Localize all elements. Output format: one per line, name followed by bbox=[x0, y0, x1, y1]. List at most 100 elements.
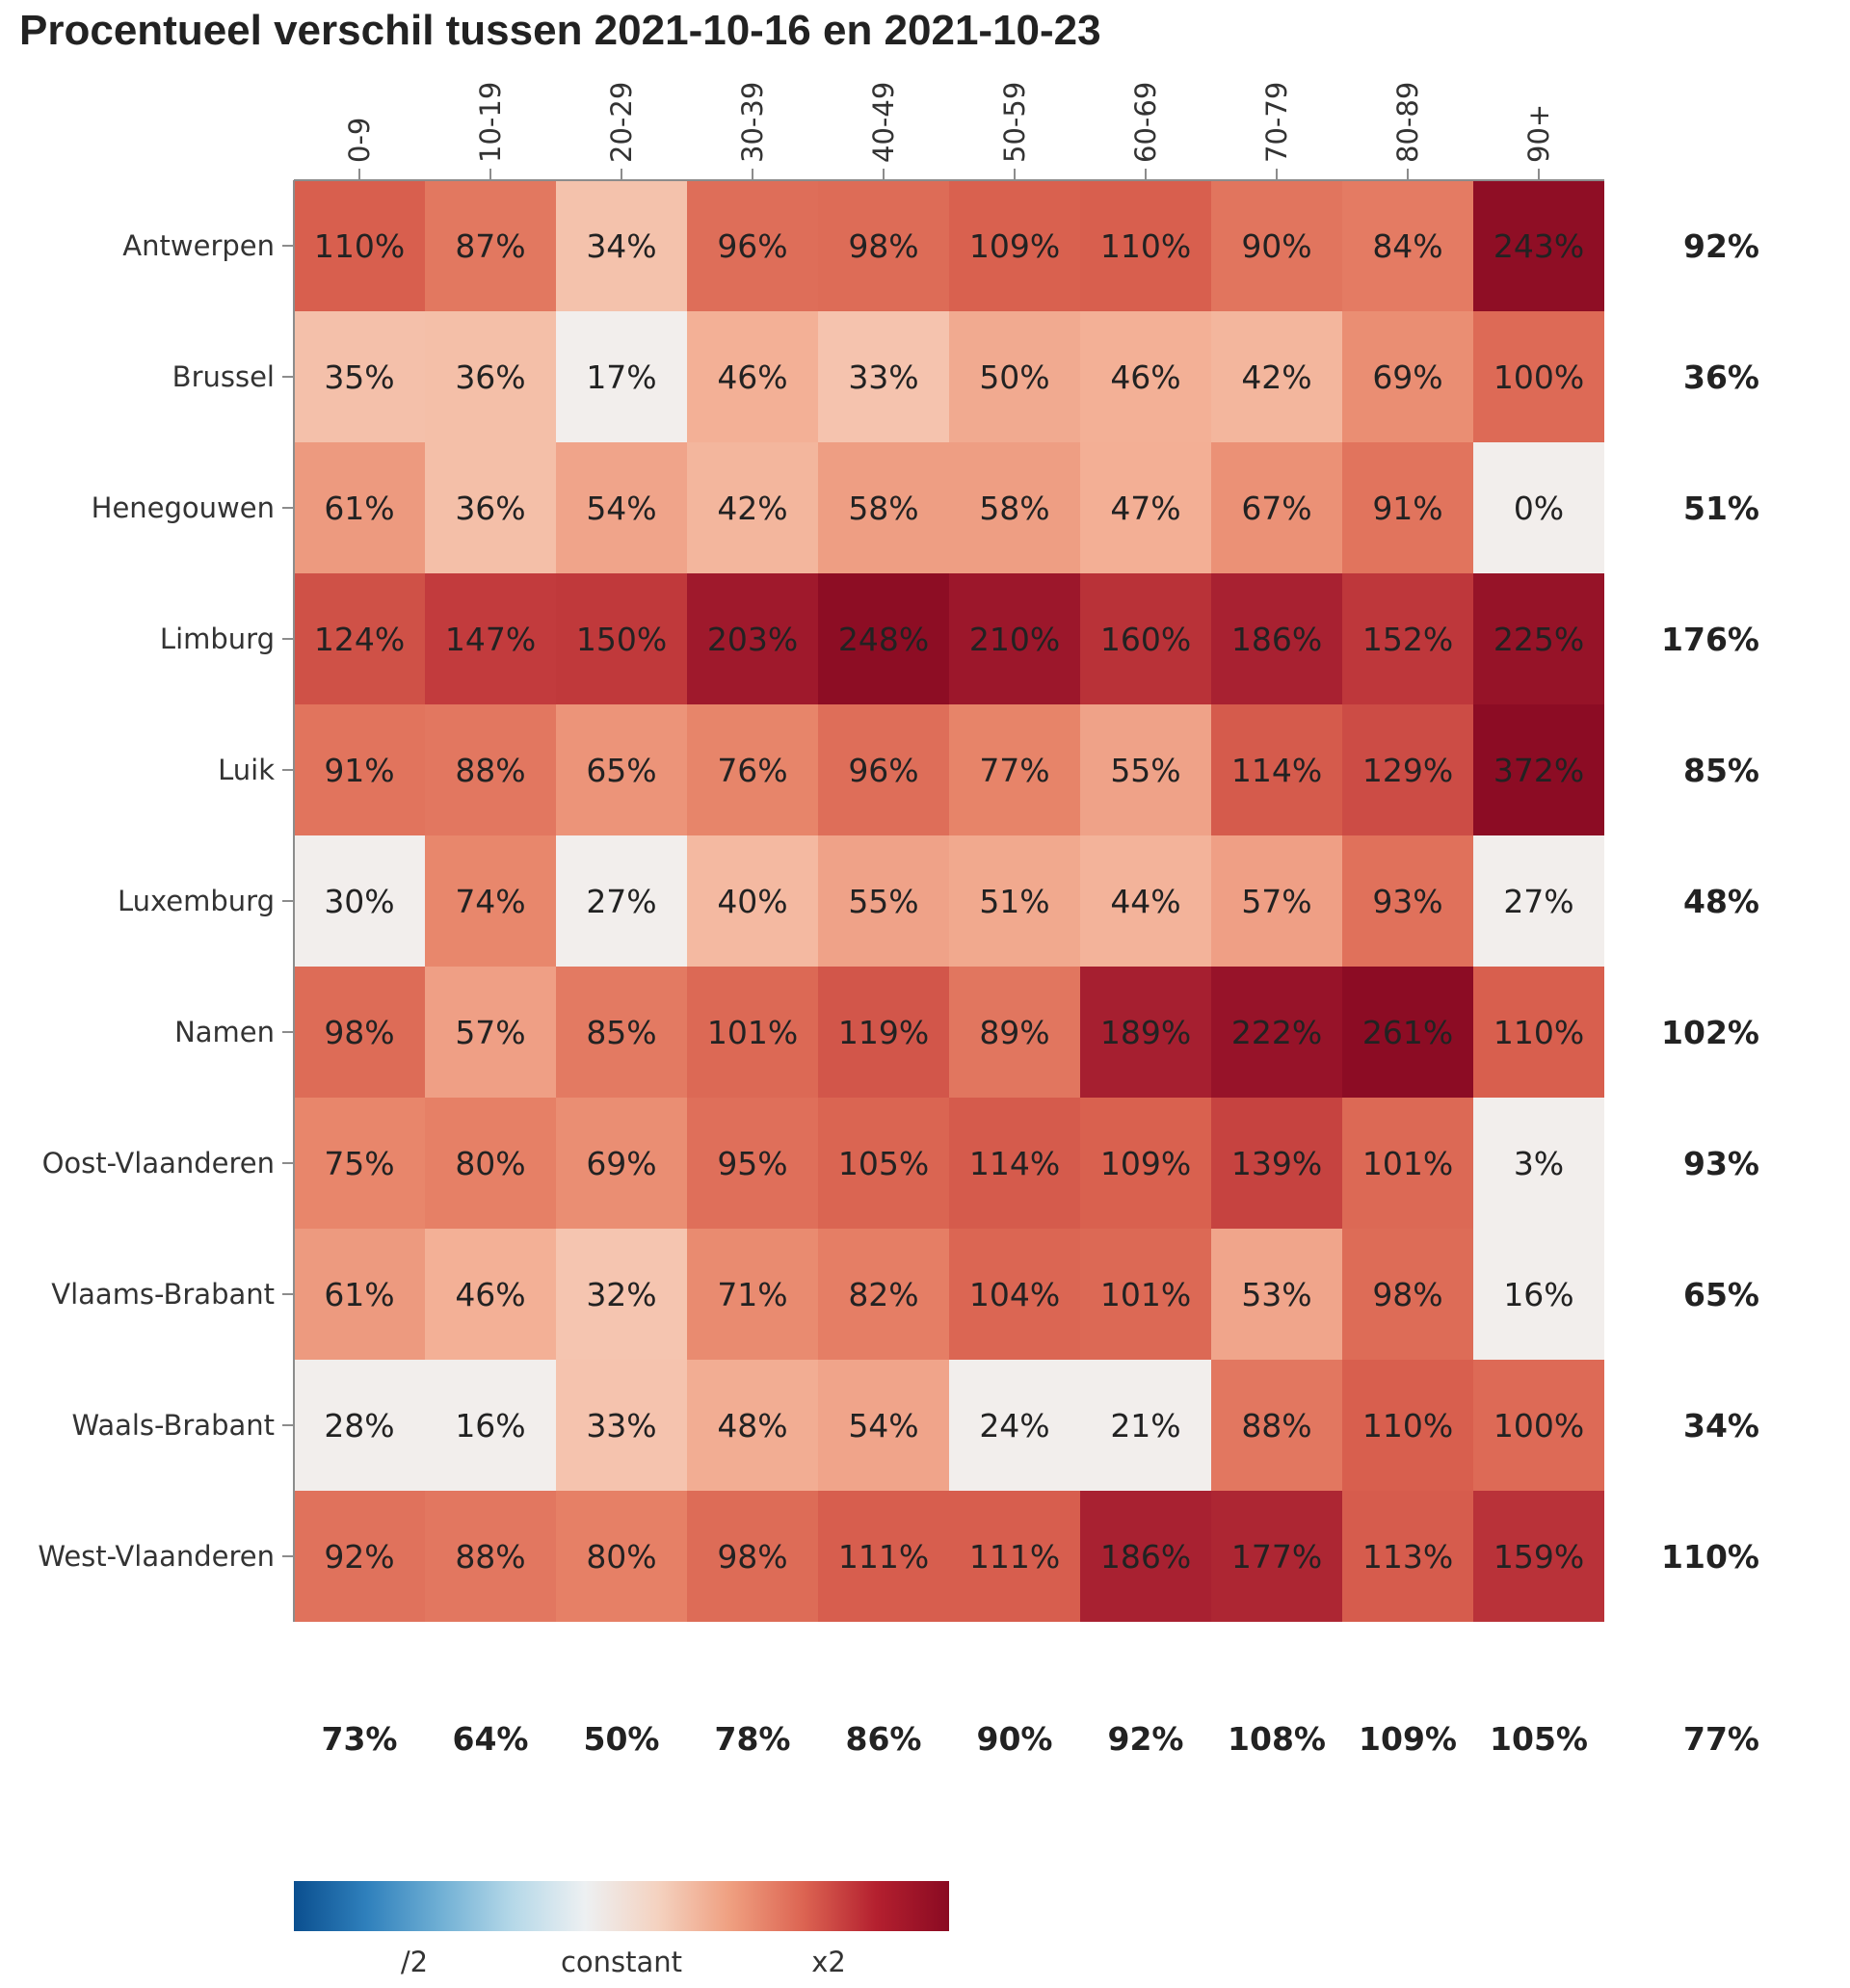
cell-label: 110% bbox=[314, 227, 405, 265]
cell-label: 42% bbox=[717, 490, 787, 527]
heatmap-cell bbox=[818, 311, 949, 442]
heatmap-cell bbox=[556, 1491, 687, 1622]
cell-label: 222% bbox=[1231, 1014, 1322, 1051]
legend-color-bar bbox=[294, 1881, 949, 1931]
cell-label: 17% bbox=[586, 358, 656, 396]
heatmap-cell bbox=[687, 1491, 818, 1622]
cell-label: 77% bbox=[979, 752, 1049, 789]
row-total: 48% bbox=[1683, 883, 1759, 920]
heatmap-cell bbox=[425, 311, 556, 442]
cell-label: 16% bbox=[1503, 1276, 1573, 1313]
heatmap-cell bbox=[1211, 1229, 1342, 1360]
heatmap-cells: 110% 87% 34% 96% 98% 109% 110% 90% 84% 243% 35% 36%… bbox=[293, 179, 1604, 1622]
cell-label: 150% bbox=[576, 621, 667, 658]
cell-label: 35% bbox=[324, 358, 394, 396]
heatmap-cell bbox=[687, 180, 818, 311]
cell-label: 177% bbox=[1231, 1538, 1322, 1576]
heatmap-cell bbox=[1211, 573, 1342, 704]
heatmap-cell bbox=[949, 1491, 1080, 1622]
row-total: 93% bbox=[1683, 1145, 1759, 1182]
heatmap-cell bbox=[1211, 311, 1342, 442]
heatmap-cell bbox=[1080, 180, 1211, 311]
heatmap-cell bbox=[1342, 1491, 1473, 1622]
x-axis: 0-9 10-19 20-29 30-39 40-49 50-59 60-69 70-79 80… bbox=[343, 82, 1555, 180]
cell-label: 80% bbox=[586, 1538, 656, 1576]
cell-label: 186% bbox=[1231, 621, 1322, 658]
heatmap-cell bbox=[818, 835, 949, 967]
cell-label: 69% bbox=[586, 1145, 656, 1182]
heatmap-cell bbox=[425, 442, 556, 573]
heatmap-cell bbox=[556, 1229, 687, 1360]
x-tick-label: 40-49 bbox=[867, 82, 900, 163]
heatmap-cell bbox=[1080, 1229, 1211, 1360]
cell-label: 46% bbox=[717, 358, 787, 396]
heatmap-cell bbox=[1080, 967, 1211, 1098]
heatmap-cell bbox=[949, 180, 1080, 311]
heatmap-cell bbox=[949, 835, 1080, 967]
heatmap-cell bbox=[556, 442, 687, 573]
cell-label: 82% bbox=[848, 1276, 918, 1313]
column-total: 90% bbox=[977, 1720, 1053, 1758]
cell-label: 90% bbox=[1241, 227, 1311, 265]
cell-label: 36% bbox=[455, 490, 525, 527]
cell-label: 71% bbox=[717, 1276, 787, 1313]
color-legend: /2 constant x2 bbox=[294, 1881, 949, 1978]
cell-label: 57% bbox=[455, 1014, 525, 1051]
cell-label: 24% bbox=[979, 1407, 1049, 1445]
column-total: 64% bbox=[453, 1720, 529, 1758]
column-total: 50% bbox=[584, 1720, 660, 1758]
heatmap-cell bbox=[1080, 704, 1211, 835]
cell-label: 98% bbox=[1372, 1276, 1442, 1313]
cell-label: 44% bbox=[1110, 883, 1180, 920]
cell-label: 98% bbox=[717, 1538, 787, 1576]
x-tick-label: 60-69 bbox=[1129, 82, 1162, 163]
heatmap-cell bbox=[556, 835, 687, 967]
cell-label: 88% bbox=[1241, 1407, 1311, 1445]
y-tick-label: Namen bbox=[174, 1016, 275, 1048]
heatmap-cell bbox=[687, 704, 818, 835]
heatmap-cell bbox=[556, 311, 687, 442]
heatmap-cell bbox=[949, 311, 1080, 442]
column-totals: 73% 64% 50% 78% 86% 90% 92% 108% 109% 105% bbox=[322, 1720, 1588, 1758]
heatmap-cell bbox=[1473, 704, 1604, 835]
cell-label: 189% bbox=[1100, 1014, 1191, 1051]
heatmap-cell bbox=[818, 1491, 949, 1622]
cell-label: 33% bbox=[586, 1407, 656, 1445]
heatmap-cell bbox=[425, 835, 556, 967]
heatmap-cell bbox=[818, 1098, 949, 1229]
heatmap-cell bbox=[1342, 311, 1473, 442]
y-tick-label: Luik bbox=[218, 754, 275, 786]
heatmap-cell bbox=[294, 1229, 425, 1360]
heatmap-cell bbox=[294, 442, 425, 573]
x-tick-label: 50-59 bbox=[998, 82, 1031, 163]
heatmap-cell bbox=[1211, 1360, 1342, 1491]
cell-label: 104% bbox=[969, 1276, 1060, 1313]
heatmap-cell bbox=[1080, 311, 1211, 442]
cell-label: 113% bbox=[1362, 1538, 1453, 1576]
heatmap-cell bbox=[1211, 442, 1342, 573]
heatmap-cell bbox=[294, 573, 425, 704]
y-tick-label: Vlaams-Brabant bbox=[51, 1278, 275, 1311]
cell-label: 16% bbox=[455, 1407, 525, 1445]
cell-label: 3% bbox=[1514, 1145, 1564, 1182]
y-tick-label: Luxemburg bbox=[118, 885, 275, 917]
cell-label: 57% bbox=[1241, 883, 1311, 920]
heatmap-cell bbox=[294, 311, 425, 442]
cell-label: 100% bbox=[1493, 1407, 1584, 1445]
y-tick-label: Oost-Vlaanderen bbox=[42, 1147, 275, 1180]
heatmap-cell bbox=[818, 573, 949, 704]
cell-label: 105% bbox=[838, 1145, 929, 1182]
cell-label: 28% bbox=[324, 1407, 394, 1445]
heatmap-cell bbox=[687, 835, 818, 967]
cell-label: 119% bbox=[838, 1014, 929, 1051]
heatmap-cell bbox=[687, 1098, 818, 1229]
cell-label: 101% bbox=[1100, 1276, 1191, 1313]
cell-label: 124% bbox=[314, 621, 405, 658]
cell-label: 111% bbox=[969, 1538, 1060, 1576]
cell-label: 30% bbox=[324, 883, 394, 920]
cell-label: 91% bbox=[324, 752, 394, 789]
cell-label: 248% bbox=[838, 621, 929, 658]
heatmap-cell bbox=[556, 1098, 687, 1229]
heatmap-cell bbox=[1211, 835, 1342, 967]
